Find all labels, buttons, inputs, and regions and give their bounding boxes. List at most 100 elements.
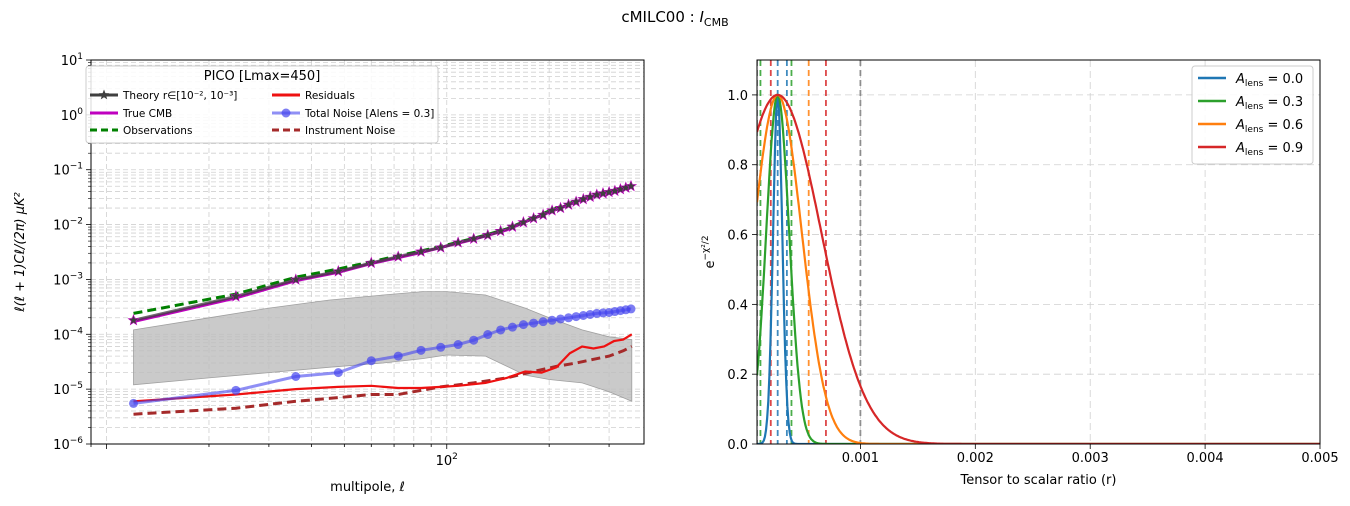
series-residuals bbox=[133, 333, 633, 403]
data-point bbox=[538, 317, 548, 327]
legend-title: PICO [Lmax=450] bbox=[204, 69, 321, 84]
data-point bbox=[494, 224, 507, 237]
data-point bbox=[467, 232, 480, 245]
series-line bbox=[133, 182, 633, 315]
y-tick-label: 0.4 bbox=[727, 298, 748, 313]
data-point bbox=[624, 179, 638, 192]
legend: PICO [Lmax=450] Theory r∈[10⁻², 10⁻³] True… bbox=[85, 65, 439, 144]
figure-title: cMILC00 : ICMB bbox=[0, 8, 1350, 29]
x-axis-label: Tensor to scalar ratio (r) bbox=[960, 473, 1117, 488]
data-point bbox=[332, 265, 345, 277]
data-point bbox=[529, 318, 539, 328]
spectrum-panel: 102 10−6 10−5 10−4 10−3 10−2 10−1 100 101 multipo… bbox=[13, 52, 645, 495]
legend-entry: Alens = 0.0 bbox=[1198, 72, 1303, 89]
y-tick-label: 10−3 bbox=[53, 271, 83, 288]
data-point bbox=[496, 325, 506, 335]
legend-entry: Instrument Noise bbox=[272, 125, 395, 137]
data-point bbox=[506, 220, 519, 233]
y-tick-label: 0.8 bbox=[727, 159, 748, 174]
data-point bbox=[562, 198, 575, 210]
data-point bbox=[393, 351, 403, 361]
y-tick-label: 101 bbox=[61, 52, 83, 69]
x-tick-label: 0.003 bbox=[1072, 451, 1109, 466]
data-point bbox=[626, 304, 636, 314]
data-point bbox=[231, 385, 241, 395]
legend-label: True CMB bbox=[122, 108, 172, 120]
data-point bbox=[366, 356, 376, 366]
data-point bbox=[452, 236, 465, 248]
ticks: 0.001 0.002 0.003 0.004 0.005 0.0 0.2 0.4 0.6 0.8… bbox=[727, 89, 1338, 466]
legend-label: Theory r∈[10⁻², 10⁻³] bbox=[122, 90, 237, 102]
y-axis-label: e−χ²/2 bbox=[701, 235, 718, 268]
legend-marker bbox=[98, 89, 110, 100]
legend-entry: Alens = 0.9 bbox=[1198, 141, 1303, 158]
y-tick-label: 0.6 bbox=[727, 229, 748, 244]
legend-label: Alens = 0.0 bbox=[1235, 72, 1303, 89]
shaded-band bbox=[133, 291, 633, 402]
figure-title-symbol: I bbox=[699, 8, 704, 26]
x-tick-label: 0.005 bbox=[1301, 451, 1338, 466]
legend-label: Total Noise [Alens = 0.3] bbox=[304, 108, 434, 120]
data-point bbox=[414, 245, 428, 257]
y-axis-label: ℓ(ℓ + 1)Cℓ/(2π) μK² bbox=[13, 192, 28, 313]
data-point bbox=[527, 211, 540, 224]
plot-area bbox=[127, 179, 638, 416]
axes-frame bbox=[756, 59, 1321, 445]
y-tick-label: 0.2 bbox=[727, 368, 748, 383]
series-line bbox=[133, 333, 633, 403]
data-point bbox=[564, 313, 574, 323]
data-point bbox=[554, 201, 567, 214]
likelihood-curve bbox=[757, 93, 1320, 444]
legend-label: Observations bbox=[123, 125, 192, 137]
data-point bbox=[556, 314, 566, 324]
legend-entry: Residuals bbox=[272, 90, 355, 102]
y-tick-label: 10−1 bbox=[53, 162, 83, 179]
y-tick-label: 1.0 bbox=[727, 89, 748, 104]
data-point bbox=[392, 250, 405, 262]
ticks: 102 10−6 10−5 10−4 10−3 10−2 10−1 100 101 bbox=[53, 52, 610, 469]
x-axis-label: multipole, ℓ bbox=[330, 480, 405, 495]
data-point bbox=[469, 335, 479, 345]
legend-entry: Alens = 0.3 bbox=[1198, 95, 1303, 112]
legend-entry: Observations bbox=[90, 125, 192, 137]
legend-box bbox=[1191, 65, 1314, 165]
data-point bbox=[570, 195, 583, 208]
y-tick-label: 10−5 bbox=[53, 381, 83, 398]
y-tick-label: 100 bbox=[61, 107, 84, 124]
data-point bbox=[481, 228, 494, 241]
legend-entry: True CMB bbox=[90, 108, 172, 120]
data-point bbox=[416, 345, 426, 355]
series-observations bbox=[133, 182, 633, 315]
data-point bbox=[571, 312, 581, 322]
x-tick-label: 0.002 bbox=[957, 451, 994, 466]
data-point bbox=[537, 208, 550, 221]
likelihood-curve bbox=[757, 93, 1320, 444]
data-point bbox=[333, 368, 343, 378]
plot-area bbox=[757, 60, 1320, 444]
data-point bbox=[453, 340, 463, 350]
x-tick-label: 0.001 bbox=[842, 451, 879, 466]
y-tick-label: 0.0 bbox=[727, 438, 748, 453]
legend-label: Alens = 0.6 bbox=[1235, 118, 1303, 135]
legend-marker bbox=[281, 108, 291, 118]
legend-label: Alens = 0.9 bbox=[1235, 141, 1303, 158]
series-total-noise bbox=[129, 304, 636, 408]
legend-entry: Total Noise [Alens = 0.3] bbox=[272, 108, 434, 120]
series-line bbox=[133, 345, 633, 416]
data-point bbox=[517, 215, 530, 228]
data-point bbox=[291, 372, 301, 382]
data-point bbox=[129, 398, 139, 408]
data-point bbox=[578, 311, 588, 321]
data-point bbox=[229, 290, 242, 302]
y-tick-label: 10−2 bbox=[53, 217, 83, 234]
data-point bbox=[518, 320, 528, 330]
legend-label: Residuals bbox=[305, 90, 355, 102]
data-point bbox=[483, 330, 493, 340]
likelihood-panel: 0.001 0.002 0.003 0.004 0.005 0.0 0.2 0.4 0.6 0.8… bbox=[701, 59, 1339, 488]
data-point bbox=[436, 342, 446, 352]
legend-box bbox=[85, 65, 439, 144]
data-point bbox=[577, 192, 590, 205]
series-theory bbox=[127, 179, 638, 326]
data-point bbox=[434, 241, 447, 253]
